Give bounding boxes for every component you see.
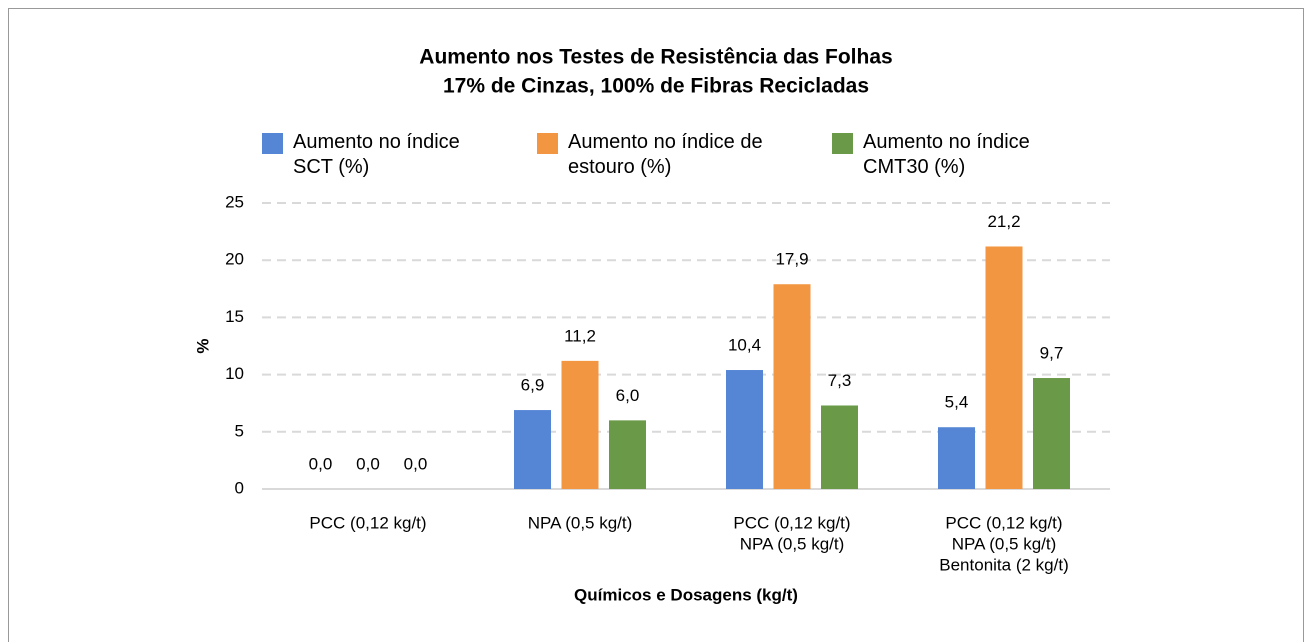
y-tick-label: 25 bbox=[225, 192, 244, 211]
value-label: 11,2 bbox=[564, 326, 596, 345]
x-tick-label: NPA (0,5 kg/t) bbox=[528, 513, 633, 532]
y-tick-label: 0 bbox=[235, 478, 244, 497]
legend-label: Aumento no índice SCT (%) bbox=[293, 131, 460, 178]
x-tick-label: NPA (0,5 kg/t) bbox=[952, 534, 1057, 553]
bar bbox=[514, 410, 551, 489]
value-label: 9,7 bbox=[1040, 344, 1064, 363]
value-label: 6,9 bbox=[521, 376, 545, 395]
legend-swatch bbox=[537, 133, 558, 154]
chart-title: Aumento nos Testes de Resistência das Fo… bbox=[419, 46, 892, 69]
value-label: 6,0 bbox=[616, 386, 640, 405]
x-axis-label: Químicos e Dosagens (kg/t) bbox=[574, 585, 798, 604]
value-label: 0,0 bbox=[356, 454, 380, 473]
chart-title: 17% de Cinzas, 100% de Fibras Recicladas bbox=[443, 75, 869, 98]
bar bbox=[938, 427, 975, 489]
x-tick-label: PCC (0,12 kg/t) bbox=[309, 513, 426, 532]
legend-swatch bbox=[262, 133, 283, 154]
y-tick-label: 10 bbox=[225, 364, 244, 383]
bar bbox=[1033, 378, 1070, 489]
value-label: 7,3 bbox=[828, 371, 852, 390]
x-tick-label: PCC (0,12 kg/t) bbox=[945, 513, 1062, 532]
legend-label: Aumento no índice CMT30 (%) bbox=[863, 131, 1030, 178]
legend-item: Aumento no índice CMT30 (%) bbox=[832, 130, 1063, 180]
value-label: 17,9 bbox=[775, 250, 808, 269]
bar bbox=[821, 405, 858, 489]
y-tick-label: 15 bbox=[225, 307, 244, 326]
bar bbox=[609, 420, 646, 489]
y-axis-label: % bbox=[193, 338, 212, 353]
value-label: 0,0 bbox=[404, 454, 428, 473]
y-tick-label: 20 bbox=[225, 250, 244, 269]
legend-label: Aumento no índice de estouro (%) bbox=[568, 131, 763, 178]
value-label: 0,0 bbox=[309, 454, 333, 473]
legend-swatch bbox=[832, 133, 853, 154]
value-label: 21,2 bbox=[987, 212, 1020, 231]
legend-item: Aumento no índice SCT (%) bbox=[262, 130, 493, 180]
x-tick-label: PCC (0,12 kg/t) bbox=[733, 513, 850, 532]
frame bbox=[8, 8, 1304, 642]
bar bbox=[561, 360, 599, 489]
bar bbox=[773, 284, 811, 489]
value-label: 5,4 bbox=[945, 393, 969, 412]
bar bbox=[985, 246, 1023, 489]
y-tick-label: 5 bbox=[235, 421, 244, 440]
legend-item: Aumento no índice de estouro (%) bbox=[537, 130, 768, 180]
bar bbox=[726, 370, 763, 489]
x-tick-label: Bentonita (2 kg/t) bbox=[939, 555, 1068, 574]
value-label: 10,4 bbox=[728, 336, 761, 355]
x-tick-label: NPA (0,5 kg/t) bbox=[740, 534, 845, 553]
